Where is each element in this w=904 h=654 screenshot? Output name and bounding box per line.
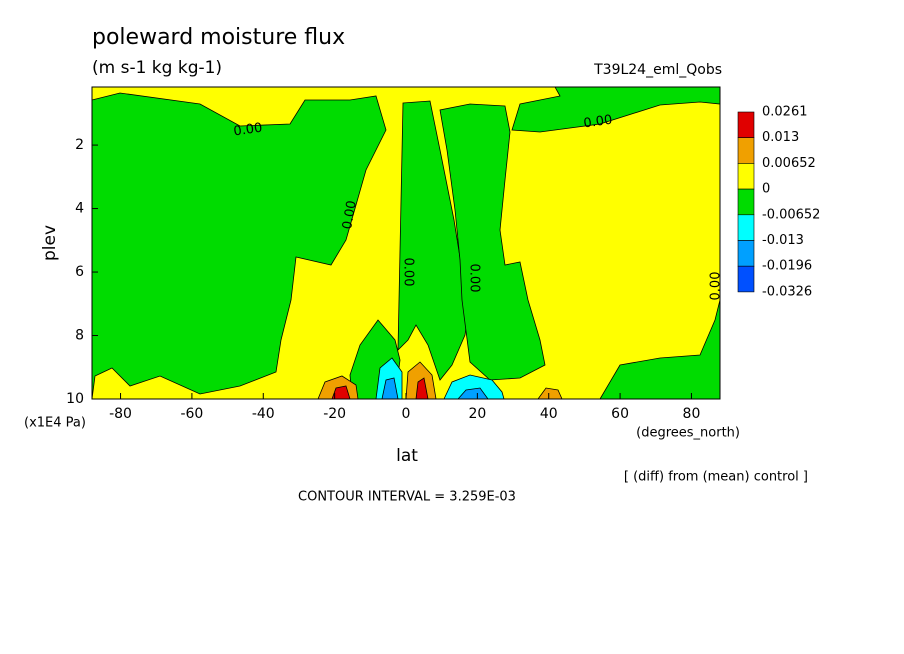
run-label: T39L24_eml_Qobs: [593, 62, 722, 78]
note: [ (diff) from (mean) control ]: [624, 470, 808, 485]
colorbar-label: 0.0261: [762, 105, 808, 120]
colorbar-label: 0: [762, 182, 770, 197]
colorbar-box: [737, 240, 755, 267]
chart-title: poleward moisture flux: [92, 25, 345, 50]
contour-region: [397, 100, 471, 381]
colorbar-box: [737, 163, 755, 190]
colorbar-box: [737, 265, 755, 293]
x-axis-label: lat: [396, 446, 418, 466]
x-tick-label: 40: [540, 406, 558, 422]
colorbar-label: -0.0196: [762, 259, 812, 274]
colorbar-label: -0.013: [762, 233, 804, 248]
contour-region: [91, 92, 387, 400]
x-tick-label: -20: [323, 406, 346, 422]
contour-label: 0.00: [233, 121, 264, 140]
colorbar-label: 0.00652: [762, 156, 816, 171]
colorbar-box: [737, 137, 755, 164]
x-tick-label: -40: [252, 406, 275, 422]
colorbar-label: 0.013: [762, 130, 799, 145]
contour-label: 0.00: [401, 258, 416, 287]
contour-label: 0.00: [340, 199, 360, 230]
y-unit: (x1E4 Pa): [24, 416, 86, 431]
x-tick-label: 60: [611, 406, 629, 422]
x-tick-label: -80: [109, 406, 132, 422]
colorbar-label: -0.00652: [762, 207, 820, 222]
colorbar-box: [737, 214, 755, 241]
y-tick-label: 6: [75, 264, 84, 280]
y-tick-label: 8: [75, 328, 84, 344]
x-unit: (degrees_north): [636, 426, 740, 441]
contour-interval: CONTOUR INTERVAL = 3.259E-03: [298, 490, 516, 505]
y-tick-label: 4: [75, 201, 84, 217]
colorbar-box: [737, 188, 755, 216]
y-tick-label: 2: [75, 137, 84, 153]
x-tick-label: -60: [180, 406, 203, 422]
contour-label: 0.00: [467, 264, 482, 293]
chart-subtitle: (m s-1 kg kg-1): [92, 58, 222, 78]
colorbar-label: -0.0326: [762, 284, 812, 299]
x-tick-label: 80: [683, 406, 701, 422]
y-axis-label: plev: [40, 225, 60, 261]
contour-label: 0.00: [709, 272, 724, 301]
x-tick-label: 0: [402, 406, 411, 422]
x-tick-label: 20: [468, 406, 486, 422]
colorbar-box: [737, 111, 755, 139]
contour-label: 0.00: [583, 113, 614, 132]
y-tick-label: 10: [66, 391, 84, 407]
